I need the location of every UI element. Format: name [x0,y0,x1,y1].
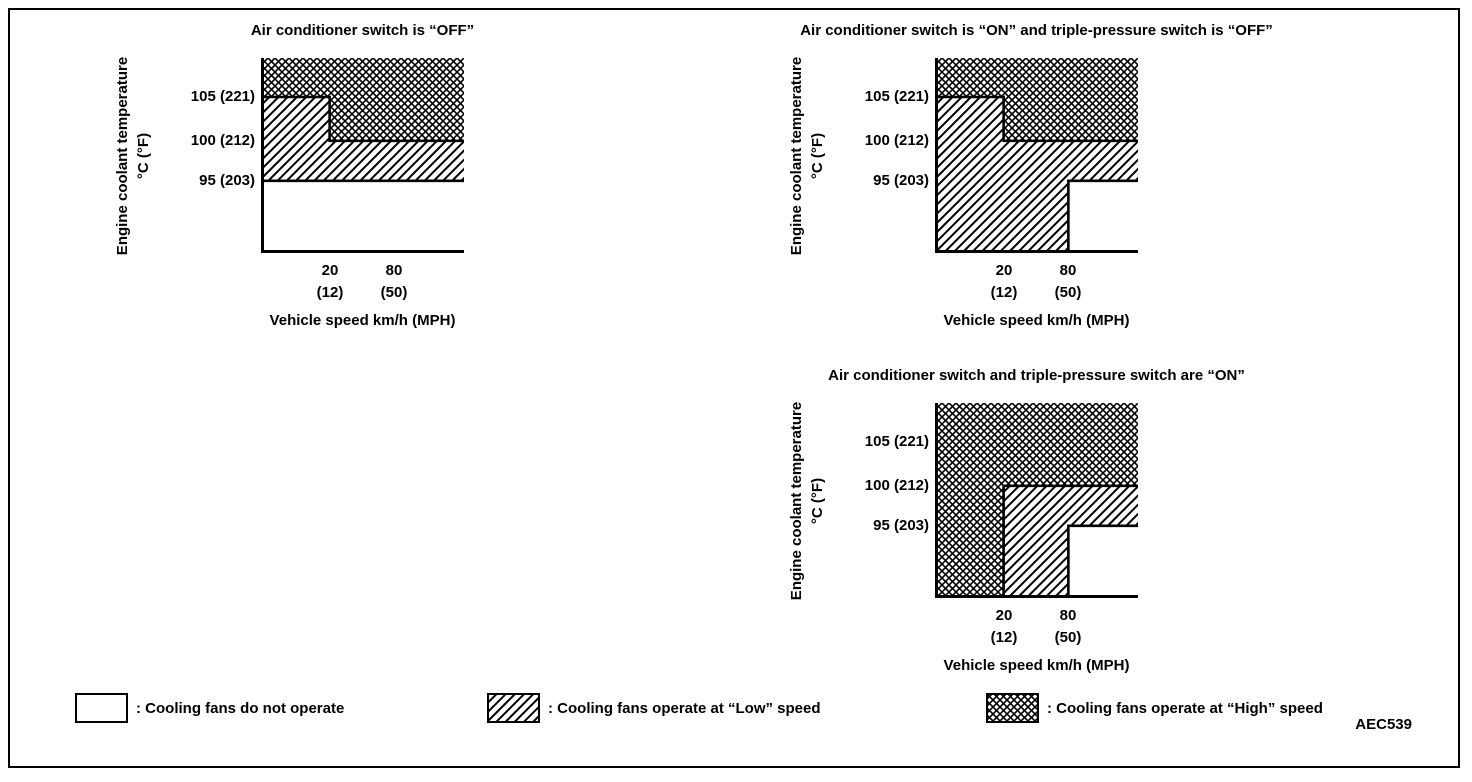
x-tick-mph: (12) [316,284,344,301]
page-border [8,8,1460,768]
region-high [1003,58,1138,141]
y-axis-label: Engine coolant temperature °C (°F) [786,381,828,621]
y-axis-label-text: Engine coolant temperature [114,56,131,256]
chart-title: Air conditioner switch is “OFF” [250,22,475,39]
legend-label-fans-off: : Cooling fans do not operate [136,700,345,717]
x-tick-kmh: 80 [1059,607,1077,624]
axes [261,58,464,253]
x-tick-kmh: 80 [385,262,403,279]
x-axis-label: Vehicle speed km/h (MPH) [943,312,1130,329]
region-low [261,97,330,181]
region-off [1068,180,1138,253]
legend-label-low-speed: : Cooling fans operate at “Low” speed [548,700,821,717]
y-tick-95: 95 (203) [873,517,929,534]
region-low [1003,140,1069,253]
zone-boundary-line [1002,484,1138,598]
plot-area [935,403,1138,598]
chart-title: Air conditioner switch and triple-pressu… [828,367,1245,384]
y-axis-label-units: °C (°F) [135,132,152,180]
x-tick-mph: (50) [1054,629,1082,646]
region-high [329,58,464,141]
x-tick-mph: (12) [990,629,1018,646]
x-axis-label: Vehicle speed km/h (MPH) [943,657,1130,674]
plot-area [935,58,1138,253]
legend-swatch-low-speed [487,693,540,723]
x-axis-label: Vehicle speed km/h (MPH) [269,312,456,329]
region-high [261,58,330,97]
y-axis-label: Engine coolant temperature °C (°F) [786,36,828,276]
x-tick-kmh: 80 [1059,262,1077,279]
y-tick-95: 95 (203) [199,172,255,189]
x-tick-20: 20 (12) [298,260,362,304]
y-tick-95: 95 (203) [873,172,929,189]
region-low [1068,485,1138,526]
zone-boundary-line [935,95,1138,143]
y-tick-105: 105 (221) [864,433,929,450]
region-high [935,403,1138,486]
y-axis-label-text: Engine coolant temperature [788,401,805,601]
chart-ac-off: Air conditioner switch is “OFF” Engine c… [110,22,550,334]
zone-boundary-line [1067,524,1138,598]
y-tick-105: 105 (221) [190,88,255,105]
region-low [935,97,1004,253]
legend-label-high-speed: : Cooling fans operate at “High” speed [1047,700,1323,717]
y-tick-105: 105 (221) [864,88,929,105]
y-axis-label-units: °C (°F) [809,477,826,525]
chart-title: Air conditioner switch is “ON” and tripl… [800,22,1273,39]
legend-swatch-high-speed [986,693,1039,723]
x-tick-20: 20 (12) [972,605,1036,649]
x-tick-kmh: 20 [321,262,339,279]
x-tick-mph: (50) [380,284,408,301]
x-tick-80: 80 (50) [1036,605,1100,649]
y-tick-100: 100 (212) [190,132,255,149]
region-high [935,485,1004,598]
region-low [1068,140,1138,181]
y-tick-100: 100 (212) [864,477,929,494]
region-off [1068,525,1138,598]
y-axis-label: Engine coolant temperature °C (°F) [112,36,154,276]
legend-swatch-fans-off [75,693,128,723]
y-axis-label-text: Engine coolant temperature [788,56,805,256]
region-off [261,180,464,253]
y-tick-100: 100 (212) [864,132,929,149]
chart-ac-on-tp-off: Air conditioner switch is “ON” and tripl… [784,22,1273,334]
plot-area [261,58,464,253]
x-tick-80: 80 (50) [362,260,426,304]
x-tick-mph: (12) [990,284,1018,301]
x-tick-80: 80 (50) [1036,260,1100,304]
x-tick-kmh: 20 [995,262,1013,279]
region-low [1003,485,1069,598]
zone-boundary-line [261,95,464,143]
document-code: AEC539 [1355,716,1412,733]
x-tick-kmh: 20 [995,607,1013,624]
region-low [329,140,464,181]
y-axis-label-units: °C (°F) [809,132,826,180]
region-high [935,58,1004,97]
zone-boundary-line [1067,179,1138,253]
x-tick-mph: (50) [1054,284,1082,301]
x-tick-20: 20 (12) [972,260,1036,304]
chart-ac-on-tp-on: Air conditioner switch and triple-pressu… [784,367,1245,679]
axes [935,58,1138,253]
axes [935,403,1138,598]
